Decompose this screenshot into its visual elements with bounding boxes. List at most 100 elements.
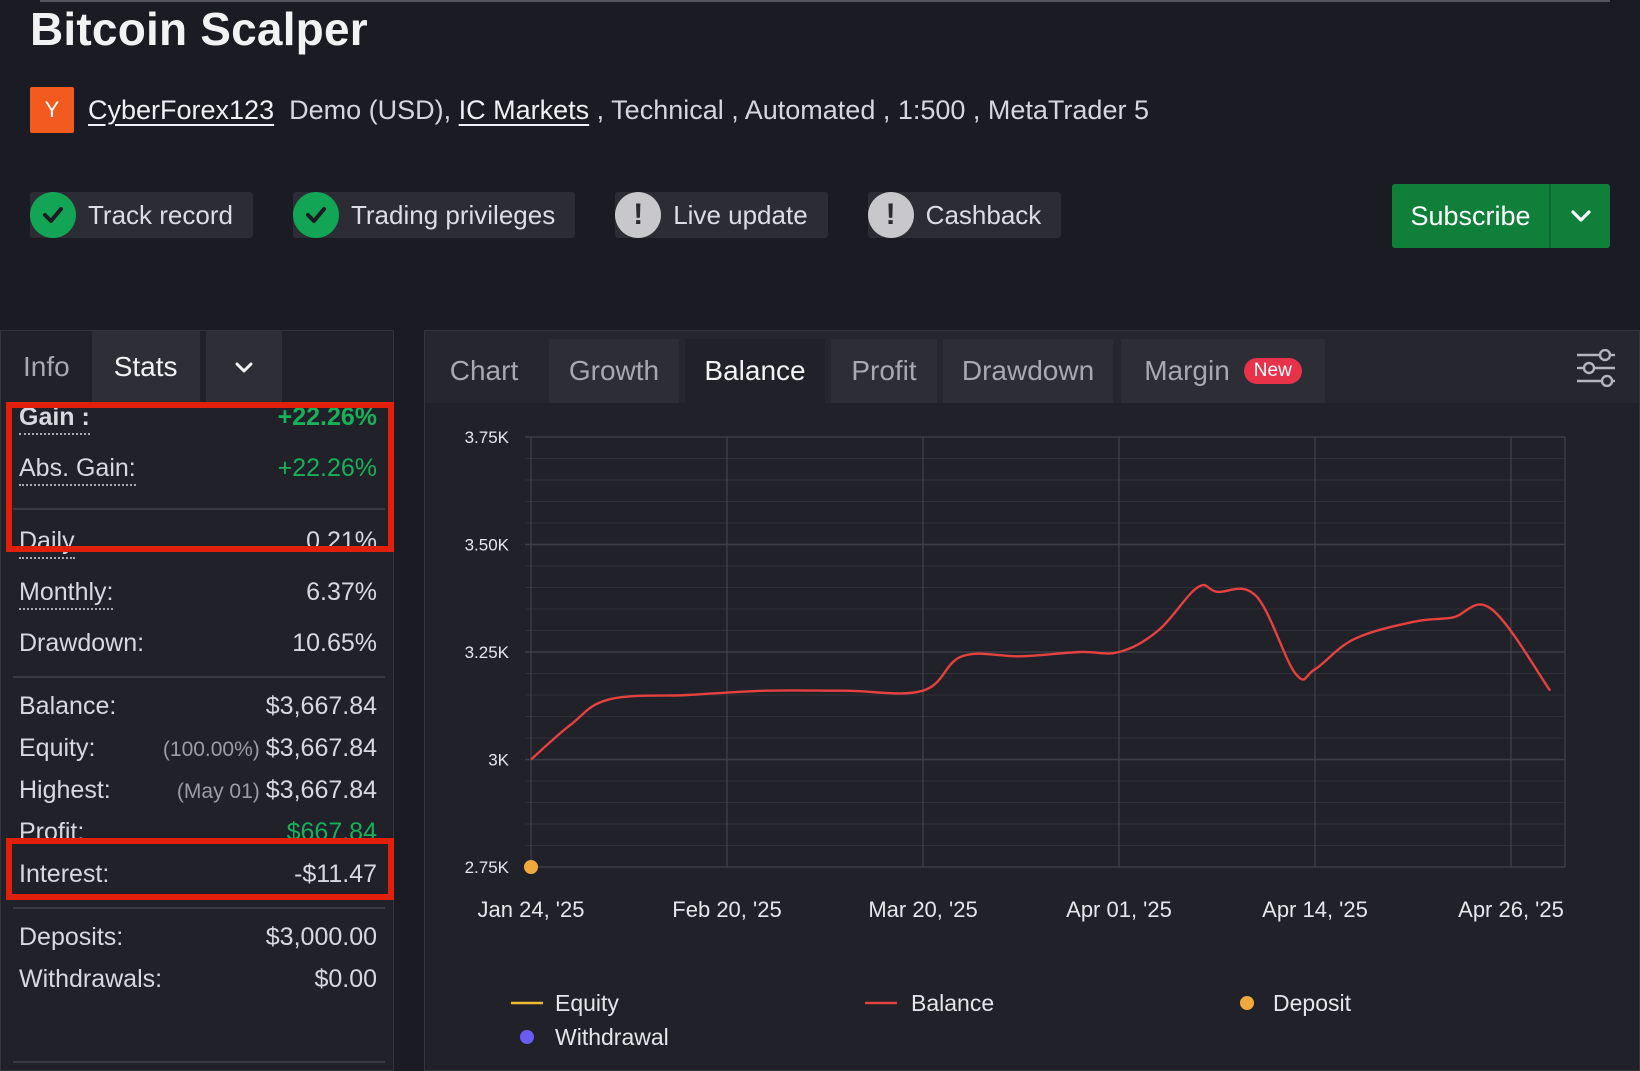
sliders-icon [1577,348,1615,388]
stat-monthly: Monthly: 6.37% [19,578,377,610]
subscribe-dropdown-button[interactable] [1549,184,1610,248]
stats-panel-tabs: Info Stats [1,331,282,403]
badge-cashback[interactable]: ! Cashback [867,192,1062,238]
tabs-dropdown-button[interactable] [205,331,282,403]
stat-label: Drawdown: [19,629,145,657]
x-tick-label: Apr 14, '25 [1262,897,1368,922]
tab-info[interactable]: Info [23,351,70,382]
y-tick-label: 3.75K [465,428,510,447]
broker-link[interactable]: IC Markets [458,94,590,125]
new-badge: New [1243,358,1302,384]
tab-chart[interactable]: Chart [449,355,519,386]
divider [13,907,385,909]
x-tick-label: Apr 01, '25 [1066,897,1172,922]
legend-deposit-label: Deposit [1273,990,1352,1016]
x-tick-label: Feb 20, '25 [672,897,781,922]
stat-label: Deposits: [19,923,124,951]
x-tick-label: Mar 20, '25 [868,897,977,922]
username-link[interactable]: CyberForex123 [88,94,275,125]
stat-interest: Interest: -$11.47 [19,860,377,889]
tab-margin[interactable]: Margin New [1121,339,1325,403]
stat-label: Highest: [19,776,111,804]
stat-label[interactable]: Abs. Gain: [19,454,136,486]
stat-balance: Balance: $3,667.84 [19,692,377,721]
chart-settings-button[interactable] [1575,348,1617,392]
y-tick-label: 3K [488,751,509,770]
y-tick-label: 3.25K [465,643,510,662]
badge-label: Trading privileges [350,199,556,230]
stat-label: Balance: [19,692,117,720]
stat-value: -$11.47 [294,860,377,888]
account-type [274,95,289,126]
stat-deposits: Deposits: $3,000.00 [19,923,377,952]
legend-deposit-swatch [1240,996,1254,1010]
badge-label: Live update [673,199,808,230]
stat-value: 10.65% [292,629,377,657]
verification-badges: Track record Trading privileges ! Live u… [30,192,1062,238]
badge-label: Track record [88,199,233,230]
account-details: , Technical , Automated , 1:500 , MetaTr… [589,94,1149,125]
stat-abs-gain: Abs. Gain: +22.26% [19,454,377,486]
top-divider [40,0,1610,2]
legend-withdrawal-swatch [520,1030,534,1044]
tab-balance[interactable]: Balance [685,339,825,403]
subscribe-button-group: Subscribe [1392,184,1610,248]
tab-profit[interactable]: Profit [831,339,937,403]
divider [13,508,385,510]
check-circle-icon [292,192,339,238]
stat-note: (May 01) [176,780,260,803]
badge-trading-privileges[interactable]: Trading privileges [292,192,576,238]
balance-series-line [530,583,1552,761]
deposit-marker[interactable] [524,860,538,874]
balance-chart[interactable]: 3.75K 3.50K 3.25K 3K 2.75K Jan 24, '25 Feb 20… [425,331,1639,1070]
stat-drawdown: Drawdown: 10.65% [19,629,377,658]
stat-equity: Equity: (100.00%) $3,667.84 [19,734,377,763]
divider [13,1061,385,1063]
gain-highlight-box [6,402,394,552]
subscribe-button[interactable]: Subscribe [1410,200,1531,231]
stat-value: $3,000.00 [265,923,377,951]
chart-legend: Equity Balance Deposit Withdrawal [511,990,1352,1050]
legend-balance-label: Balance [911,990,994,1016]
page-title: Bitcoin Scalper [30,3,368,55]
stat-withdrawals: Withdrawals: $0.00 [19,965,377,994]
chart-panel: Chart Growth Balance Profit Drawdown Mar… [424,330,1640,1071]
stats-panel: Info Stats Gain : +22.26% Abs. Gain: +22… [0,330,394,1071]
stat-note: (100.00%) [162,738,260,761]
exclamation-circle-icon: ! [615,192,662,238]
y-tick-label: 3.50K [465,536,510,555]
divider [13,676,385,678]
chevron-down-icon [1570,210,1591,222]
tab-stats[interactable]: Stats [91,331,200,403]
profit-highlight-box [6,838,394,900]
chart-tabs: Chart Growth Balance Profit Drawdown Mar… [425,331,1639,403]
stat-label: Withdrawals: [19,965,163,993]
exclamation-circle-icon: ! [867,192,914,238]
badge-track-record[interactable]: Track record [30,192,253,238]
stat-value: +22.26% [277,454,377,482]
legend-equity-label: Equity [555,990,619,1016]
avatar[interactable]: Y [30,87,74,133]
stat-label: Interest: [19,860,110,888]
stat-value: 6.37% [306,578,377,606]
y-tick-label: 2.75K [465,858,510,877]
stat-highest: Highest: (May 01) $3,667.84 [19,776,377,805]
account-meta: Y CyberForex123 Demo (USD), IC Markets ,… [30,86,1149,134]
legend-withdrawal-label: Withdrawal [555,1024,669,1050]
x-tick-label: Jan 24, '25 [478,897,585,922]
tab-growth[interactable]: Growth [549,339,679,403]
stat-label: Equity: [19,734,96,762]
stat-value: $3,667.84 [265,734,377,762]
stat-value: $0.00 [314,965,377,993]
badge-label: Cashback [925,199,1042,230]
stat-value: $3,667.84 [265,776,377,804]
chevron-down-icon [235,362,253,372]
stat-label[interactable]: Monthly: [19,578,114,610]
tab-margin-label: Margin [1144,355,1230,386]
check-circle-icon [30,192,76,238]
tab-drawdown[interactable]: Drawdown [943,339,1113,403]
x-tick-label: Apr 26, '25 [1458,897,1564,922]
stat-value: $3,667.84 [265,692,377,720]
account-prefix: Demo (USD), [289,94,459,125]
badge-live-update[interactable]: ! Live update [615,192,828,238]
